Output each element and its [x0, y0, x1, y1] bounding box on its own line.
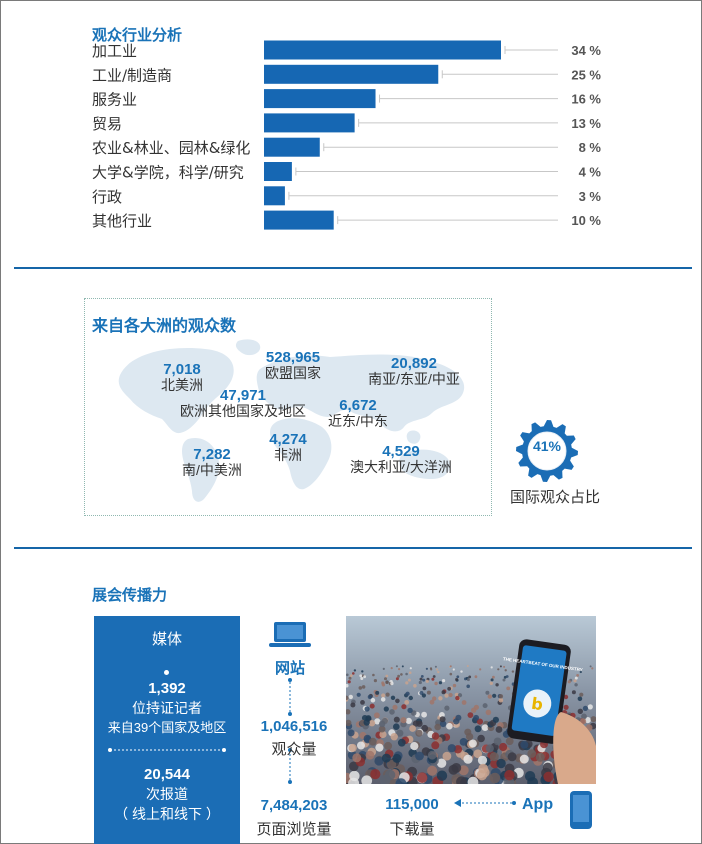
industry-section-title: 观众行业分析 — [92, 27, 183, 44]
section-divider-1 — [14, 267, 692, 269]
continent-other-europe: 47,971 欧洲其他国家及地区 — [164, 388, 322, 418]
continent-middle-east: 6,672 近东/中东 — [320, 398, 396, 428]
value-label: 34 % — [571, 43, 601, 58]
media-panel: 媒体 1,392 位持证记者 来自39个国家及地区 20,544 次报道 （ 线… — [94, 616, 240, 844]
industry-bar-chart: 加工业 34 % 工业/制造商 25 % 服务业 16 % 贸易 13 % 农业&林业、园林&绿… — [92, 40, 602, 230]
continent-value: 7,018 — [163, 361, 201, 378]
app-label: App — [522, 796, 554, 813]
continent-name: 欧盟国家 — [265, 364, 321, 381]
value-label: 10 % — [571, 213, 601, 228]
continent-section-title: 来自各大洲的观众数 — [92, 318, 237, 335]
value-label: 8 % — [579, 140, 602, 155]
continent-asia: 20,892 南亚/东亚/中亚 — [354, 356, 474, 386]
value-label: 16 % — [571, 92, 601, 107]
category-label: 工业/制造商 — [92, 66, 172, 84]
bar — [264, 137, 320, 157]
exhibition-crowd-photo: THE HEARTBEAT OF OUR INDUSTRY b — [346, 616, 596, 784]
app-connector-arrow — [454, 799, 516, 807]
svg-text:b: b — [530, 694, 544, 714]
website-connector — [288, 678, 292, 784]
continent-name: 近东/中东 — [328, 412, 388, 429]
app-downloads-count: 115,000 — [385, 796, 439, 813]
value-label: 25 % — [571, 67, 601, 82]
bar — [264, 162, 292, 181]
category-label: 大学&学院，科学/研究 — [92, 164, 244, 182]
category-label: 行政 — [92, 188, 122, 206]
category-label: 贸易 — [92, 115, 122, 133]
journalists-count: 1,392 — [148, 680, 186, 697]
continent-name: 南亚/东亚/中亚 — [368, 370, 460, 387]
reports-note: （ 线上和线下 ） — [114, 806, 220, 822]
reports-label: 次报道 — [146, 786, 188, 802]
continent-name: 欧洲其他国家及地区 — [180, 402, 306, 419]
world-map-icon — [118, 339, 465, 502]
continent-eu: 528,965 欧盟国家 — [252, 350, 334, 380]
continent-value: 4,274 — [269, 431, 307, 448]
website-pageviews-label: 页面浏览量 — [256, 821, 332, 838]
reports-count: 20,544 — [144, 766, 190, 783]
website-visitors-label: 观众量 — [271, 741, 317, 758]
journalists-label: 位持证记者 — [132, 700, 202, 716]
countries-label: 来自39个国家及地区 — [107, 720, 227, 735]
bullet-dot — [164, 670, 169, 675]
category-label: 农业&林业、园林&绿化 — [92, 139, 250, 157]
continent-value: 47,971 — [220, 387, 266, 404]
value-label: 4 % — [579, 165, 602, 180]
continent-value: 20,892 — [391, 355, 437, 372]
international-share-label: 国际观众占比 — [509, 489, 600, 506]
laptop-icon — [269, 622, 311, 647]
continent-value: 528,965 — [265, 349, 321, 366]
continent-north-america: 7,018 北美洲 — [150, 362, 214, 392]
continent-panel — [84, 298, 492, 516]
value-label: 13 % — [571, 116, 601, 131]
continent-value: 4,529 — [382, 443, 420, 460]
media-divider — [108, 748, 226, 752]
smartphone-icon — [570, 791, 592, 829]
bar — [264, 210, 334, 230]
app-downloads-label: 下载量 — [389, 821, 435, 838]
continent-name: 澳大利亚/大洋洲 — [350, 458, 452, 475]
continent-name: 北美洲 — [161, 376, 203, 393]
continent-value: 6,672 — [339, 397, 377, 414]
continent-latin-america: 7,282 南/中美洲 — [172, 447, 252, 477]
website-visitors-count: 1,046,516 — [260, 718, 328, 735]
continent-name: 南/中美洲 — [182, 461, 242, 478]
section-divider-2 — [14, 547, 692, 549]
continent-oceania: 4,529 澳大利亚/大洋洲 — [334, 444, 468, 474]
website-label: 网站 — [274, 660, 305, 677]
bar — [264, 113, 355, 133]
media-title: 媒体 — [151, 631, 182, 648]
continent-africa: 4,274 非洲 — [258, 432, 318, 462]
bar — [264, 40, 501, 60]
website-pageviews-count: 7,484,203 — [260, 797, 328, 814]
category-label: 其他行业 — [92, 212, 152, 230]
bar — [264, 186, 285, 206]
bar — [264, 89, 376, 109]
value-label: 3 % — [579, 189, 602, 204]
reach-section-title: 展会传播力 — [92, 587, 168, 604]
category-label: 加工业 — [92, 42, 137, 60]
continent-value: 7,282 — [193, 446, 231, 463]
category-label: 服务业 — [92, 91, 137, 109]
gear-icon — [516, 420, 578, 482]
continent-name: 非洲 — [274, 446, 302, 463]
bar — [264, 64, 439, 84]
international-share-value: 41% — [532, 438, 562, 454]
